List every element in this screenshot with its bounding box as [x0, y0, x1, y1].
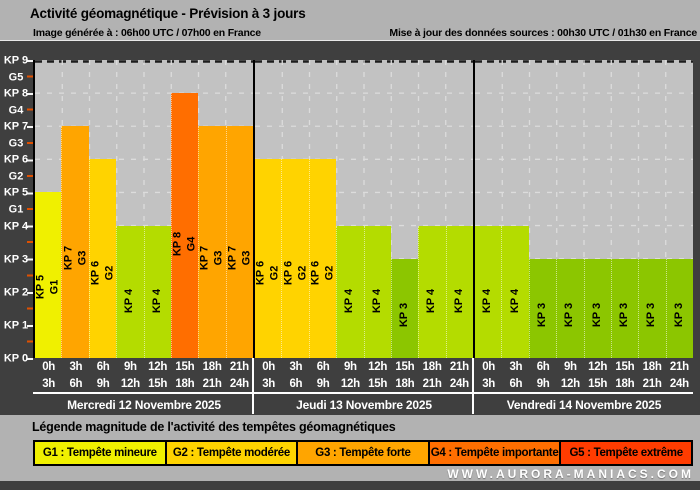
- kp-bar: KP 4: [116, 225, 144, 358]
- bar-label: KP 4: [452, 288, 465, 314]
- bar-label: KP 6 G2: [281, 260, 308, 285]
- bar-label: KP 4: [481, 288, 494, 314]
- day-separator: [472, 358, 474, 414]
- legend-item-g5: G5 : Tempête extrême: [559, 442, 691, 464]
- bar-label: KP 6 G2: [254, 260, 281, 285]
- y-axis-label: G2: [8, 170, 24, 183]
- y-axis-label: KP 0: [3, 352, 29, 365]
- bar-label: KP 7 G3: [226, 246, 252, 271]
- y-axis-label: KP 2: [3, 286, 29, 299]
- legend-item-g4: G4 : Tempête importante: [427, 442, 560, 464]
- bar-label: KP 4: [370, 288, 383, 314]
- day-section-vendredi: KP 4 KP 4 KP 3 KP 3 KP 3 KP 3 KP 3 KP 3 …: [473, 60, 693, 416]
- y-axis-label: KP 8: [3, 87, 29, 100]
- bar-label: KP 3: [590, 303, 603, 328]
- website-label: WWW.AURORA-MANIACS.COM: [447, 467, 694, 481]
- bar-label: KP 7 G3: [198, 246, 225, 271]
- kp-bar: KP 3: [528, 258, 557, 358]
- bar-label: KP 4: [508, 288, 521, 314]
- y-axis-label: KP 3: [3, 253, 29, 266]
- y-axis-label: KP 6: [3, 153, 29, 166]
- kp-bar: KP 6 G2: [281, 159, 309, 358]
- time-end-row: 3h 6h 9h 12h 15h 18h 21h 24h: [262, 377, 469, 390]
- kp-bar: KP 4: [445, 225, 473, 358]
- day-name: Jeudi 13 Novembre 2025: [296, 398, 432, 412]
- kp-bar: KP 4: [475, 225, 502, 358]
- legend-item-g2: G2 : Tempête modérée: [164, 442, 297, 464]
- y-axis-label: G3: [8, 137, 24, 150]
- day-plot: KP 6 G2 KP 6 G2 KP 6 G2 KP 4 KP 4 KP 3 KP 4…: [253, 60, 473, 358]
- kp-bar: KP 6 G2: [88, 159, 117, 358]
- y-axis-label: G1: [8, 203, 24, 216]
- bar-label: KP 7 G3: [61, 246, 88, 271]
- day-name: Mercredi 12 Novembre 2025: [67, 398, 221, 412]
- kp-bar: KP 3: [638, 258, 666, 358]
- kp-bar: KP 8 G4: [170, 93, 199, 358]
- kp-bar: KP 7 G3: [61, 126, 89, 358]
- time-end-row: 3h 6h 9h 12h 15h 18h 21h 24h: [42, 377, 249, 390]
- kp-bar: KP 4: [336, 225, 364, 358]
- kp-bar: KP 4: [501, 225, 529, 358]
- time-end-row: 3h 6h 9h 12h 15h 18h 21h 24h: [482, 377, 689, 390]
- kp-bar: KP 4: [143, 225, 171, 358]
- chart-panel: KP 9 G5 KP 8 G4 KP 7 G3 KP 6 G2 KP 5 G1 …: [0, 40, 700, 415]
- day-separator: [252, 358, 254, 414]
- day-section-mercredi: KP 5 G1 KP 7 G3 KP 6 G2 KP 4 KP 4 KP 8 G4 KP…: [33, 60, 253, 416]
- legend-item-g3: G3 : Tempête forte: [296, 442, 428, 464]
- y-axis-label: G5: [8, 71, 24, 84]
- bar-label: KP 3: [618, 303, 631, 328]
- day-name: Vendredi 14 Novembre 2025: [506, 398, 662, 412]
- bar-label: KP 3: [563, 303, 576, 328]
- kp-bar: KP 5 G1: [34, 192, 62, 358]
- kp-bar: KP 7 G3: [198, 126, 226, 358]
- y-axis-label: G4: [8, 104, 24, 117]
- bar-label: KP 5 G1: [34, 274, 61, 299]
- legend-row: G1 : Tempête mineure G2 : Tempête modéré…: [33, 440, 693, 466]
- bar-label: KP 6 G2: [309, 260, 335, 285]
- kp-bar: KP 4: [418, 225, 446, 358]
- bar-label: KP 4: [123, 288, 136, 314]
- page-title: Activité géomagnétique - Prévision à 3 j…: [30, 6, 306, 21]
- bar-label: KP 4: [150, 288, 163, 314]
- day-plot: KP 5 G1 KP 7 G3 KP 6 G2 KP 4 KP 4 KP 8 G4 KP…: [33, 60, 253, 358]
- kp-bar: KP 3: [556, 258, 584, 358]
- bar-label: KP 3: [645, 303, 658, 328]
- bar-label: KP 3: [672, 303, 685, 328]
- y-axis-label: KP 7: [3, 120, 29, 133]
- kp-bar: KP 3: [583, 258, 611, 358]
- legend-item-g1: G1 : Tempête mineure: [35, 442, 165, 464]
- bar-label: KP 8 G4: [171, 231, 198, 257]
- kp-bar: KP 7 G3: [225, 126, 253, 358]
- day-plot: KP 4 KP 4 KP 3 KP 3 KP 3 KP 3 KP 3 KP 3: [473, 60, 693, 358]
- kp-bar: KP 6 G2: [254, 159, 282, 358]
- bar-label: KP 3: [398, 303, 411, 328]
- bottom-bar: [0, 481, 700, 490]
- day-section-jeudi: KP 6 G2 KP 6 G2 KP 6 G2 KP 4 KP 4 KP 3 KP 4…: [253, 60, 473, 416]
- y-axis-ticks: [27, 60, 33, 361]
- bar-label: KP 4: [425, 288, 438, 314]
- kp-bar: KP 3: [390, 258, 419, 358]
- time-start-row: 0h 3h 6h 9h 12h 15h 18h 21h: [42, 360, 249, 373]
- y-axis-label: KP 4: [3, 220, 29, 233]
- y-axis-label: KP 1: [3, 319, 29, 332]
- legend-area: Légende magnitude de l'activité des temp…: [0, 415, 700, 481]
- axis-label-separator-line: [33, 392, 693, 394]
- bar-label: KP 6 G2: [89, 260, 115, 285]
- kp-bar: KP 3: [665, 258, 693, 358]
- y-axis-label: KP 5: [3, 186, 29, 199]
- time-start-row: 0h 3h 6h 9h 12h 15h 18h 21h: [482, 360, 689, 373]
- kp-bar: KP 6 G2: [308, 159, 337, 358]
- bar-label: KP 4: [343, 288, 356, 314]
- y-axis-label: KP 9: [3, 54, 29, 67]
- generated-time-label: Image générée à : 06h00 UTC / 07h00 en F…: [33, 27, 261, 39]
- kp-bar: KP 4: [363, 225, 391, 358]
- source-update-label: Mise à jour des données sources : 00h30 …: [389, 27, 697, 39]
- legend-title: Légende magnitude de l'activité des temp…: [32, 420, 396, 434]
- bar-label: KP 3: [536, 303, 549, 328]
- kp-bar: KP 3: [610, 258, 639, 358]
- time-start-row: 0h 3h 6h 9h 12h 15h 18h 21h: [262, 360, 469, 373]
